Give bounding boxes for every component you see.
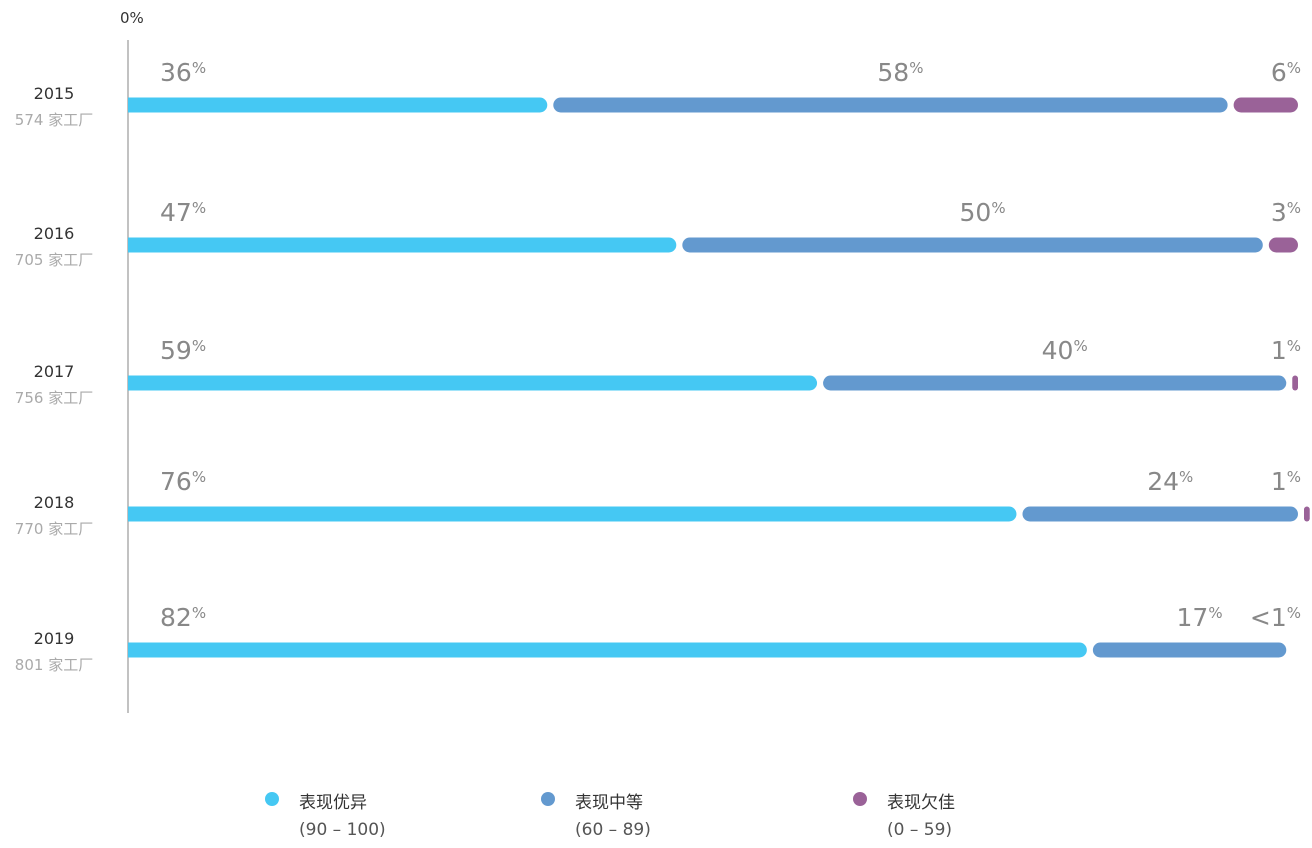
- factory-count-label: 801 家工厂: [15, 656, 93, 674]
- year-label: 2016: [34, 224, 75, 243]
- bar-poor: [1268, 237, 1298, 253]
- year-label: 2018: [34, 493, 75, 512]
- value-label-poor: 1%: [1271, 467, 1301, 496]
- value-label-excellent: 36%: [160, 58, 206, 87]
- bar-medium: [553, 97, 1228, 113]
- bar-medium: [1092, 642, 1287, 658]
- axis-start-label: 0%: [120, 9, 144, 27]
- legend-label-poor: 表现欠佳: [887, 793, 955, 813]
- year-label: 2017: [34, 362, 75, 381]
- value-label-poor: <1%: [1250, 603, 1301, 632]
- bar-excellent: [128, 97, 548, 113]
- bar-excellent-edge: [128, 506, 140, 522]
- value-label-poor: 1%: [1271, 336, 1301, 365]
- bar-poor: [1233, 97, 1298, 113]
- value-label-poor: 6%: [1271, 58, 1301, 87]
- bar-excellent-edge: [128, 97, 140, 113]
- legend-range-poor: (0 – 59): [887, 820, 953, 840]
- bar-excellent-edge: [128, 375, 140, 391]
- factory-count-label: 574 家工厂: [15, 111, 93, 129]
- factory-count-label: 705 家工厂: [15, 251, 93, 269]
- value-label-excellent: 47%: [160, 198, 206, 227]
- legend-label-excellent: 表现优异: [299, 793, 367, 813]
- value-label-excellent: 59%: [160, 336, 206, 365]
- value-label-medium: 17%: [1177, 603, 1223, 632]
- bar-excellent: [128, 506, 1017, 522]
- legend-range-excellent: (90 – 100): [299, 820, 386, 840]
- year-label: 2015: [34, 84, 75, 103]
- bar-excellent: [128, 375, 818, 391]
- value-label-excellent: 76%: [160, 467, 206, 496]
- bar-excellent-edge: [128, 642, 140, 658]
- legend-label-medium: 表现中等: [575, 793, 643, 813]
- bar-poor: [1292, 375, 1298, 391]
- value-label-excellent: 82%: [160, 603, 206, 632]
- legend-swatch-excellent: [265, 792, 279, 806]
- bar-excellent: [128, 237, 677, 253]
- value-label-poor: 3%: [1271, 198, 1301, 227]
- bar-excellent: [128, 642, 1087, 658]
- factory-count-label: 756 家工厂: [15, 389, 93, 407]
- value-label-medium: 24%: [1147, 467, 1193, 496]
- value-label-medium: 50%: [960, 198, 1006, 227]
- legend-swatch-poor: [853, 792, 867, 806]
- legend-swatch-medium: [541, 792, 555, 806]
- legend-range-medium: (60 – 89): [575, 820, 651, 840]
- bar-poor: [1304, 506, 1310, 522]
- year-label: 2019: [34, 629, 75, 648]
- factory-count-label: 770 家工厂: [15, 520, 93, 538]
- bar-medium: [682, 237, 1263, 253]
- bar-medium: [823, 375, 1287, 391]
- stacked-bar-chart: 2015 574 家工厂 36% 58% 6% 2016 705 家工厂 47% 50% 3% 20…: [15, 40, 1310, 713]
- value-label-medium: 40%: [1042, 336, 1088, 365]
- bar-medium: [1022, 506, 1298, 522]
- legend: 表现优异 (90 – 100) 表现中等 (60 – 89) 表现欠佳 (0 –…: [0, 786, 1312, 848]
- bar-excellent-edge: [128, 237, 140, 253]
- value-label-medium: 58%: [877, 58, 923, 87]
